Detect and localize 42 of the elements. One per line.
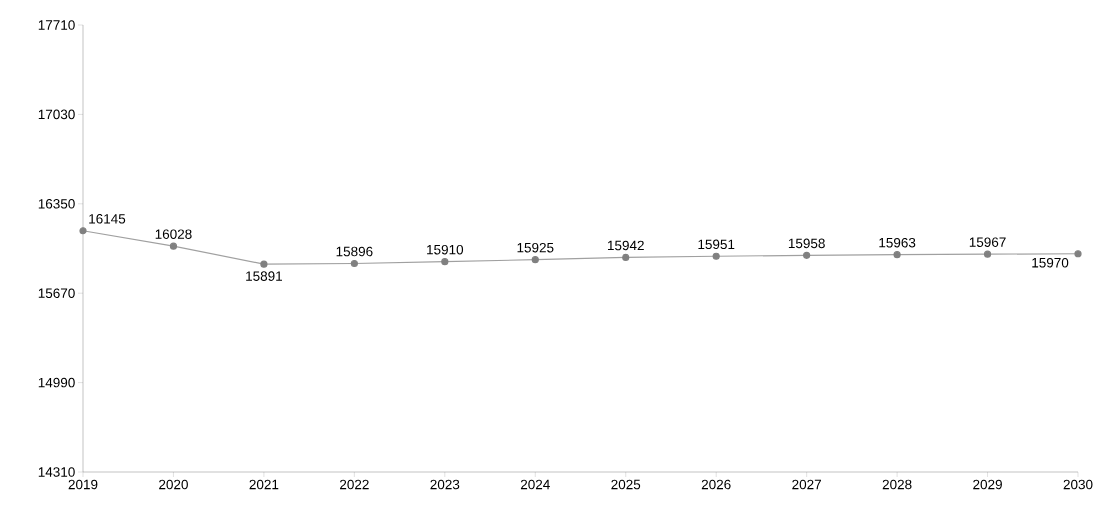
data-label: 15951 [698,239,735,250]
x-tick-label: 2026 [701,479,731,490]
point [350,259,358,268]
point [803,251,811,259]
point [441,258,449,266]
point [893,251,901,259]
y-tick-label: 15670 [38,288,75,298]
x-tick-label: 2027 [792,479,821,490]
point [260,260,268,268]
data-label: 15963 [879,237,916,248]
y-tick-label: 14990 [38,377,75,388]
x-tick-label: 2022 [340,479,369,490]
y-tick-label: 14310 [38,467,75,477]
point [983,250,992,258]
x-tick-label: 2023 [430,479,460,490]
point [712,252,720,260]
x-tick-label: 2030 [1063,479,1093,490]
data-label: 15942 [607,240,644,251]
data-label: 15925 [517,242,554,253]
data-label: 15896 [336,246,373,257]
data-label: 16145 [89,214,126,224]
data-label: 16028 [155,229,192,239]
point [1074,250,1082,258]
data-label: 15958 [788,238,825,249]
point [79,227,87,235]
point [622,253,630,262]
x-tick-label: 2029 [973,479,1002,490]
x-tick-label: 2020 [159,479,188,490]
x-tick-label: 2028 [882,479,912,490]
data-label: 15970 [1032,257,1069,268]
point [531,256,539,264]
point [169,242,178,250]
data-label: 15967 [969,237,1006,247]
x-tick-label: 2024 [520,479,550,490]
x-tick-label: 2025 [611,479,641,490]
y-tick-label: 17710 [38,20,75,30]
y-tick-label: 16350 [38,199,75,209]
data-label: 15910 [427,244,464,255]
data-label: 15891 [246,271,283,281]
x-tick-label: 2019 [68,479,98,490]
x-tick-label: 2021 [249,479,279,490]
y-tick-label: 17030 [38,109,75,120]
